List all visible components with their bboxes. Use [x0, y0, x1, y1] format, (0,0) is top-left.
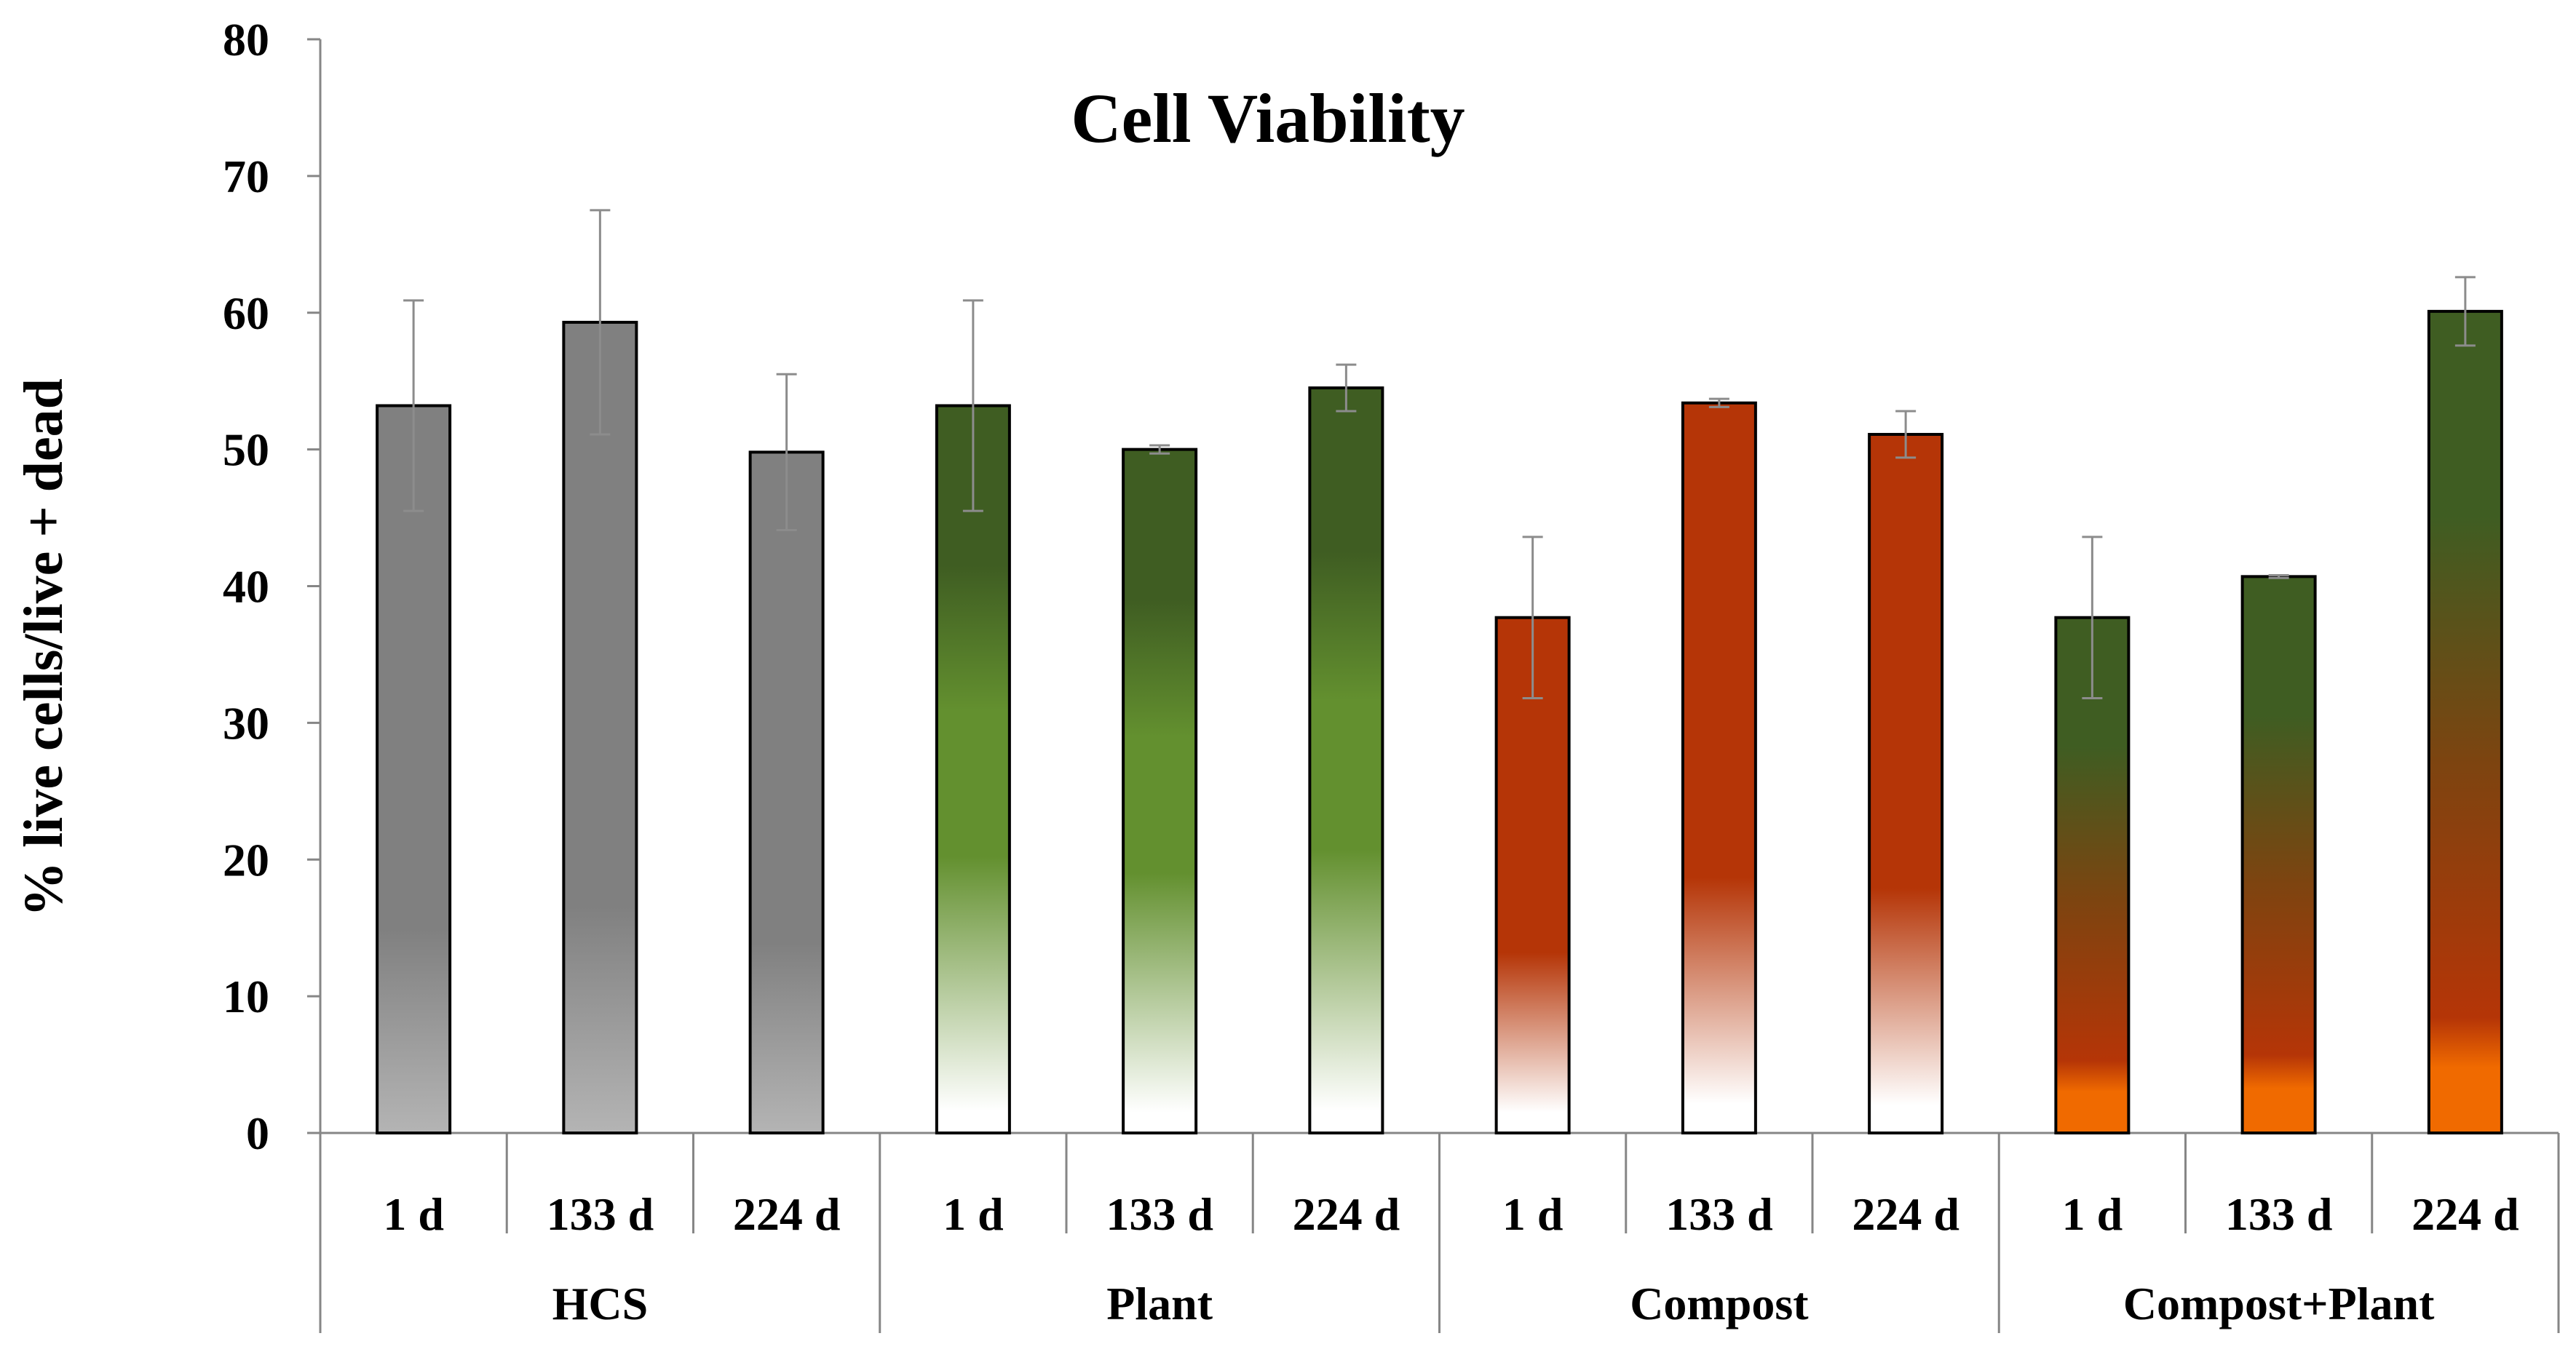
axes: 0 10 20 30 40 50 60 70 80: [223, 14, 2560, 1333]
error-bar: [776, 373, 797, 531]
error-bar: [2268, 573, 2289, 579]
y-axis-label: % live cells/live + dead: [13, 378, 74, 917]
x-category-label: 1 d: [943, 1188, 1004, 1240]
error-bar: [590, 209, 611, 436]
bar-hcs-1d: [376, 404, 452, 1134]
y-tick-label: 10: [223, 971, 269, 1022]
x-category-label: 224 d: [1293, 1188, 1400, 1240]
error-bar: [1895, 410, 1917, 459]
x-group-label: Compost: [1630, 1278, 1809, 1329]
bar-plant-224d: [1308, 386, 1384, 1134]
y-tick-label: 40: [223, 561, 269, 613]
error-bar: [962, 299, 983, 512]
bar-plant-1d: [935, 404, 1011, 1134]
y-tick-label: 60: [223, 287, 269, 339]
x-category-label: 224 d: [2411, 1188, 2519, 1240]
y-tick-label: 20: [223, 834, 269, 886]
error-bar: [1708, 397, 1729, 408]
bar-plant-133d: [1122, 448, 1198, 1134]
bars: [376, 309, 2503, 1135]
x-category-label: 224 d: [1852, 1188, 1959, 1240]
x-group-label: Plant: [1106, 1278, 1213, 1329]
category-labels: 1 d 133 d 224 d HCS 1 d 133 d 224 d Plant 1 d 133…: [383, 1188, 2518, 1329]
error-bar: [1336, 363, 1357, 413]
y-tick-label: 80: [223, 14, 269, 65]
x-category-label: 133 d: [2225, 1188, 2333, 1240]
x-category-label: 133 d: [1106, 1188, 1213, 1240]
bar-hcs-133d: [562, 320, 638, 1134]
bar-compost-224d: [1868, 432, 1944, 1134]
bar-compost-plant-133d: [2240, 575, 2317, 1134]
error-bars: [403, 209, 2476, 700]
error-bar: [2082, 536, 2103, 700]
bar-compost-1d: [1494, 616, 1571, 1134]
y-tick-label: 70: [223, 151, 269, 202]
x-category-label: 133 d: [1665, 1188, 1773, 1240]
bar-compost-133d: [1681, 401, 1757, 1134]
x-group-label: HCS: [552, 1278, 649, 1329]
error-bar: [1149, 444, 1170, 455]
x-category-label: 1 d: [383, 1188, 444, 1240]
x-category-label: 224 d: [733, 1188, 841, 1240]
error-bar: [403, 299, 424, 512]
x-category-label: 133 d: [547, 1188, 654, 1240]
chart-title: Cell Viability: [1071, 79, 1465, 157]
bar-compost-plant-224d: [2427, 309, 2503, 1135]
y-tick-label: 0: [246, 1108, 269, 1159]
x-group-label: Compost+Plant: [2123, 1278, 2435, 1329]
x-category-label: 1 d: [1502, 1188, 1564, 1240]
x-category-label: 1 d: [2062, 1188, 2123, 1240]
error-bar: [1522, 536, 1543, 700]
error-bar: [2454, 276, 2476, 347]
y-tick-label: 50: [223, 424, 269, 476]
y-tick-label: 30: [223, 697, 269, 749]
bar-compost-plant-1d: [2054, 616, 2131, 1134]
bar-hcs-224d: [748, 450, 825, 1134]
